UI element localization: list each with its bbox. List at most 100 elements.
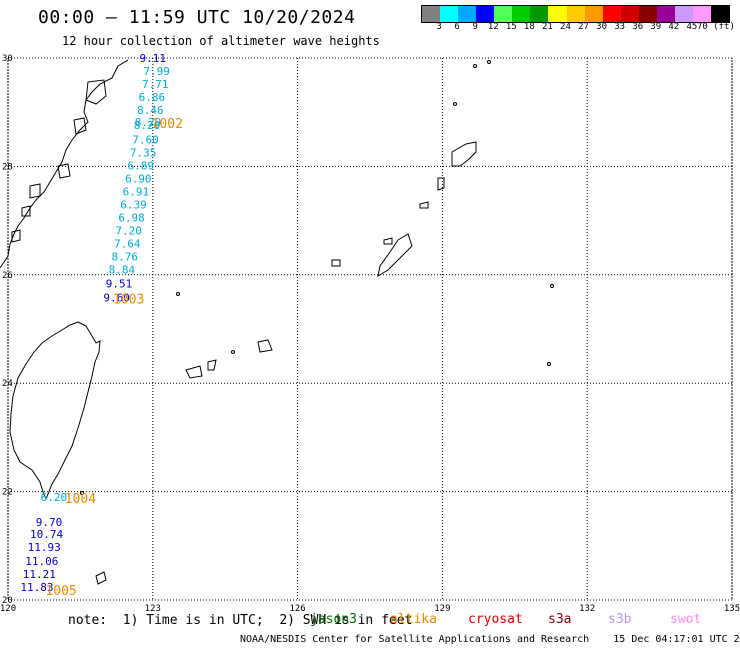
swh-value-label: 7.64 [114,237,141,250]
satellite-legend-s3b: s3b [608,612,632,627]
swh-value-label: 8.20 [134,119,161,132]
colorbar-labels: 3 6 9 12 15 18 21 24 27 30 33 36 39 42 45 70 (ft) [421,22,735,34]
ryukyu-island [419,201,429,209]
ryukyu-island [257,339,273,353]
colorbar-label: 9 [472,22,478,32]
lon-tick-label: 126 [289,604,305,614]
map-subtitle: 12 hour collection of altimeter wave hei… [62,34,380,48]
colorbar-label: 21 [541,22,553,32]
ryukyu-island [383,237,393,245]
colorbar-swatch [711,6,730,22]
pass-time-label: 1005 [45,584,76,599]
lat-tick-label: 28 [2,162,13,172]
colorbar-swatch [692,6,711,22]
swh-value-label: 9.51 [106,277,133,290]
map-frame [7,57,733,601]
colorbar-swatch [530,6,549,22]
satellite-legend-s3a: s3a [548,612,572,627]
satellite-legend-jason3: jason3 [310,612,357,627]
swh-value-label: 6.86 [139,91,166,104]
china-coastline [0,59,129,269]
islet [547,362,551,366]
map-title: 00:00 – 11:59 UTC 10/20/2024 [38,7,356,28]
credit-line: NOAA/NESDIS Center for Satellite Applica… [240,634,740,645]
colorbar-swatch [494,6,513,22]
colorbar-label: 12 [487,22,499,32]
lat-tick-label: 20 [2,596,13,606]
colorbar-label: 27 [578,22,589,32]
colorbar-label: 70 (ft) [696,22,735,32]
taiwan-coastline [9,321,101,501]
islet [487,60,491,64]
islet [473,64,477,68]
swh-value-label: 7.60 [132,133,159,146]
swh-value-label: 9.60 [103,292,130,305]
pass-time-label: 1003 [113,293,144,308]
ryukyu-island [95,571,107,585]
lat-tick-label: 22 [2,488,13,498]
colorbar-swatch [674,6,693,22]
colorbar-swatch [476,6,495,22]
colorbar-label: 18 [523,22,535,32]
swh-value-label: 11.83 [20,581,53,594]
swh-value-label: 9.11 [140,52,167,65]
swh-value-label: 6.90 [125,172,152,185]
swh-value-label: 6.89 [127,159,154,172]
pass-time-label: 1004 [65,492,96,507]
colorbar-swatch [512,6,531,22]
colorbar-swatch [620,6,639,22]
islet [80,491,84,495]
lat-tick-label: 24 [2,379,13,389]
lon-tick-label: 123 [145,604,161,614]
lon-tick-label: 129 [434,604,450,614]
colorbar-label: 6 [454,22,460,32]
ryukyu-island [331,259,341,267]
pass-time-label: 1002 [152,117,183,132]
islet [453,102,457,106]
lat-tick-label: 30 [2,54,13,64]
swh-value-label: 9.70 [36,516,63,529]
footer-note: note: 1) Time is in UTC; 2) SWH is in fe… [68,613,413,628]
okinawa-island [377,233,413,278]
swh-value-label: 6.98 [118,211,145,224]
swh-value-label: 8.29 [135,116,162,129]
satellite-legend-swot: swot [670,612,702,627]
swh-value-label: 7.99 [143,65,170,78]
swh-value-label: 11.93 [28,541,61,554]
colorbar-swatch [602,6,621,22]
colorbar-swatch [440,6,459,22]
ryukyu-island [451,141,477,167]
ryukyu-island [207,359,217,371]
colorbar-label: 45 [686,22,698,32]
wave-height-colorbar [421,5,730,23]
colorbar-label: 33 [614,22,626,32]
swh-value-label: 6.20 [41,491,68,504]
swh-value-label: 10.74 [30,528,63,541]
colorbar-label: 42 [668,22,680,32]
colorbar-swatch [638,6,657,22]
islet [231,350,235,354]
pass-time-labels: 1002 1003 1004 1005 [45,117,182,599]
lon-tick-label: 132 [579,604,595,614]
colorbar-label: 39 [650,22,662,32]
colorbar-label: 3 [436,22,442,32]
swh-value-label: 6.91 [123,185,150,198]
satellite-legend-cryosat: cryosat [468,612,523,627]
colorbar-swatch [566,6,585,22]
colorbar-swatch [458,6,477,22]
ryukyu-island [437,177,445,191]
axis-tick-labels: 120 123 126 129 132 135 30 28 26 24 22 20 [0,54,740,614]
swh-value-label: 11.21 [23,568,56,581]
ryukyu-island [185,365,203,379]
colorbar-label: 36 [632,22,644,32]
swh-observations: 9.117.997.716.868.468.298.207.607.356.89… [20,52,170,594]
lon-tick-label: 120 [0,604,16,614]
china-islands [11,79,107,243]
swh-value-label: 8.84 [109,263,136,276]
colorbar-swatch [548,6,567,22]
coastlines [0,59,554,585]
swh-value-label: 7.71 [142,78,169,91]
lat-tick-label: 26 [2,271,13,281]
colorbar-swatch [656,6,675,22]
